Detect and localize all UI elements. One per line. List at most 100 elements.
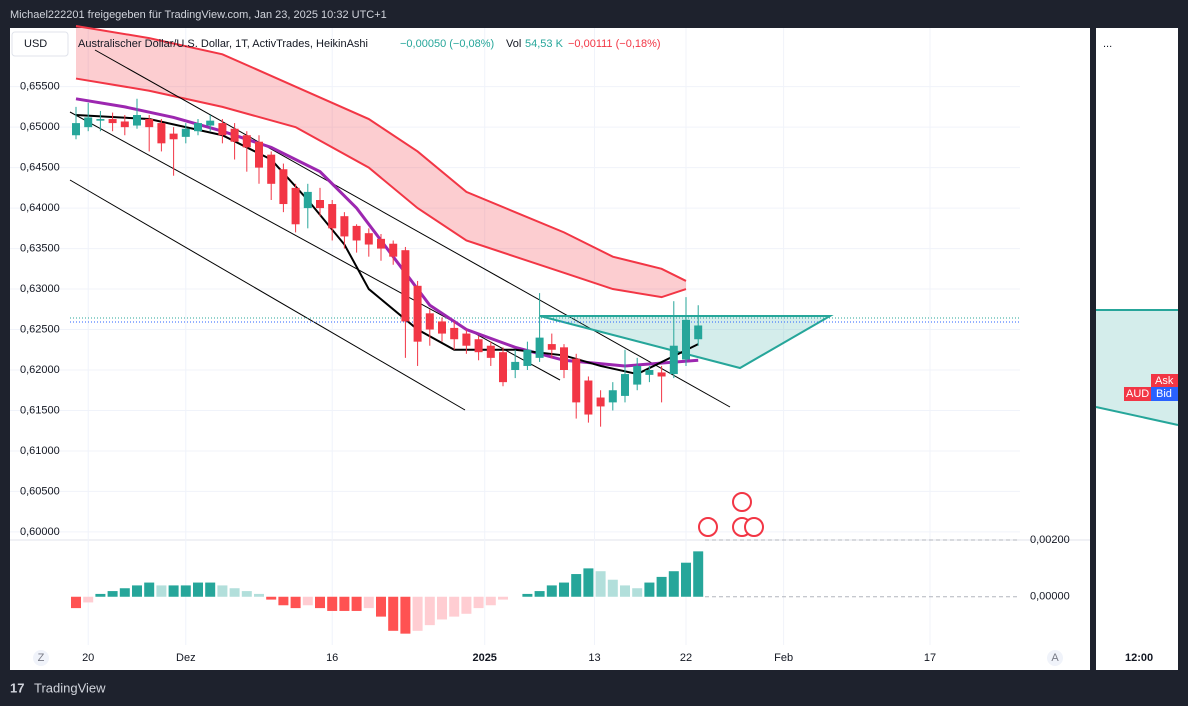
candle-body (621, 374, 629, 396)
candle-body (657, 372, 666, 377)
legend-title: Australischer Dollar/U.S. Dollar, 1T, Ac… (78, 38, 368, 50)
osc-bar (461, 596, 472, 614)
candle-body (682, 319, 690, 360)
auto-button[interactable] (1047, 650, 1063, 666)
osc-bar (546, 585, 557, 597)
candle-body (560, 347, 568, 370)
candle-body (133, 115, 141, 126)
candle-body (242, 135, 251, 148)
candle-body (218, 123, 227, 136)
osc-bar (119, 588, 130, 597)
brand: TradingView (34, 680, 106, 695)
zoom-button[interactable] (33, 650, 49, 666)
x-tick-label: 16 (326, 652, 338, 664)
y-tick-label: 0,60500 (20, 485, 60, 497)
osc-bar (498, 596, 508, 600)
osc-bar (132, 585, 142, 597)
candle-body (181, 128, 190, 137)
currency-box[interactable] (11, 31, 69, 57)
candle-body (364, 233, 373, 245)
y-tick-label: 0,64500 (20, 162, 60, 174)
osc-bar (644, 582, 655, 597)
osc-bar (95, 593, 106, 597)
candle-body (584, 380, 593, 415)
osc-bar (607, 579, 618, 597)
candle-body (511, 361, 520, 370)
pattern-edge (1095, 406, 1179, 426)
shared-by: Michael222201 freigegeben für TradingVie… (10, 9, 387, 21)
y-tick-label: 0,61000 (20, 445, 60, 457)
moving-average (75, 114, 699, 376)
candle-body (425, 313, 434, 330)
side-menu[interactable]: ... (1103, 38, 1112, 50)
candle-body (328, 204, 337, 229)
osc-bar (83, 596, 94, 603)
osc-bar (388, 596, 399, 631)
osc-bar (363, 596, 374, 609)
symbol: AUD (1126, 388, 1149, 400)
volume-label: Vol (506, 38, 521, 50)
candle-body (535, 337, 544, 358)
osc-bar (583, 568, 594, 597)
osc-bar (156, 585, 167, 597)
osc-bar (205, 582, 216, 597)
osc-bar (595, 571, 606, 597)
candle-body (84, 117, 93, 128)
osc-bar (473, 596, 484, 609)
zoom-label: Z (38, 652, 45, 664)
candle-body (96, 119, 105, 121)
event-icon[interactable] (732, 492, 752, 512)
candle-body (230, 128, 239, 142)
y-tick-label: 0,62000 (20, 364, 60, 376)
candle-body (291, 187, 300, 225)
candle-body (267, 154, 276, 184)
candle-body (206, 120, 215, 126)
event-icon[interactable] (698, 517, 718, 537)
side-panel (1096, 28, 1178, 670)
osc-bar (424, 596, 435, 626)
y-tick-label: 0,63000 (20, 283, 60, 295)
y-tick-label: 0,65500 (20, 81, 60, 93)
y-tick-label: 0,64000 (20, 202, 60, 214)
osc-bar (681, 562, 691, 597)
candle-body (438, 321, 446, 334)
osc-bar (559, 582, 569, 597)
y-tick-label: 0,60000 (20, 526, 60, 538)
osc-bar (522, 593, 533, 597)
osc-bar (302, 596, 313, 606)
osc-bar (193, 582, 203, 597)
cloud (76, 25, 686, 298)
osc-bar (534, 591, 545, 597)
candle-body (194, 123, 202, 132)
candle-body (316, 200, 324, 209)
cloud-edge (75, 77, 687, 299)
cloud-edge (75, 24, 687, 282)
osc-tick-label: 0,00200 (1030, 534, 1070, 546)
pattern-edge (1096, 310, 1178, 425)
bid: Bid (1156, 388, 1172, 400)
osc-bar (620, 585, 630, 597)
x-tick-label: Dez (176, 652, 196, 664)
moving-average (75, 97, 699, 368)
background-drawings (10, 24, 1020, 645)
x-tick-label: 2025 (472, 652, 496, 664)
candle-body (413, 285, 422, 342)
time-label: 12:00 (1125, 652, 1153, 664)
ask: Ask (1155, 375, 1174, 387)
candle-body (255, 141, 263, 168)
x-tick-label: 13 (588, 652, 600, 664)
candle-body (120, 121, 129, 128)
osc-bar (632, 588, 643, 597)
candle-body (303, 191, 312, 209)
osc-bar (339, 596, 350, 611)
candle-body (169, 133, 178, 140)
osc-bar (254, 593, 264, 597)
osc-bar (571, 574, 582, 597)
osc-bar (437, 596, 447, 620)
event-icon[interactable] (744, 517, 764, 537)
candle-body (486, 345, 495, 358)
osc-bar (278, 596, 289, 606)
osc-bar (376, 596, 386, 617)
osc-bar (241, 591, 252, 597)
